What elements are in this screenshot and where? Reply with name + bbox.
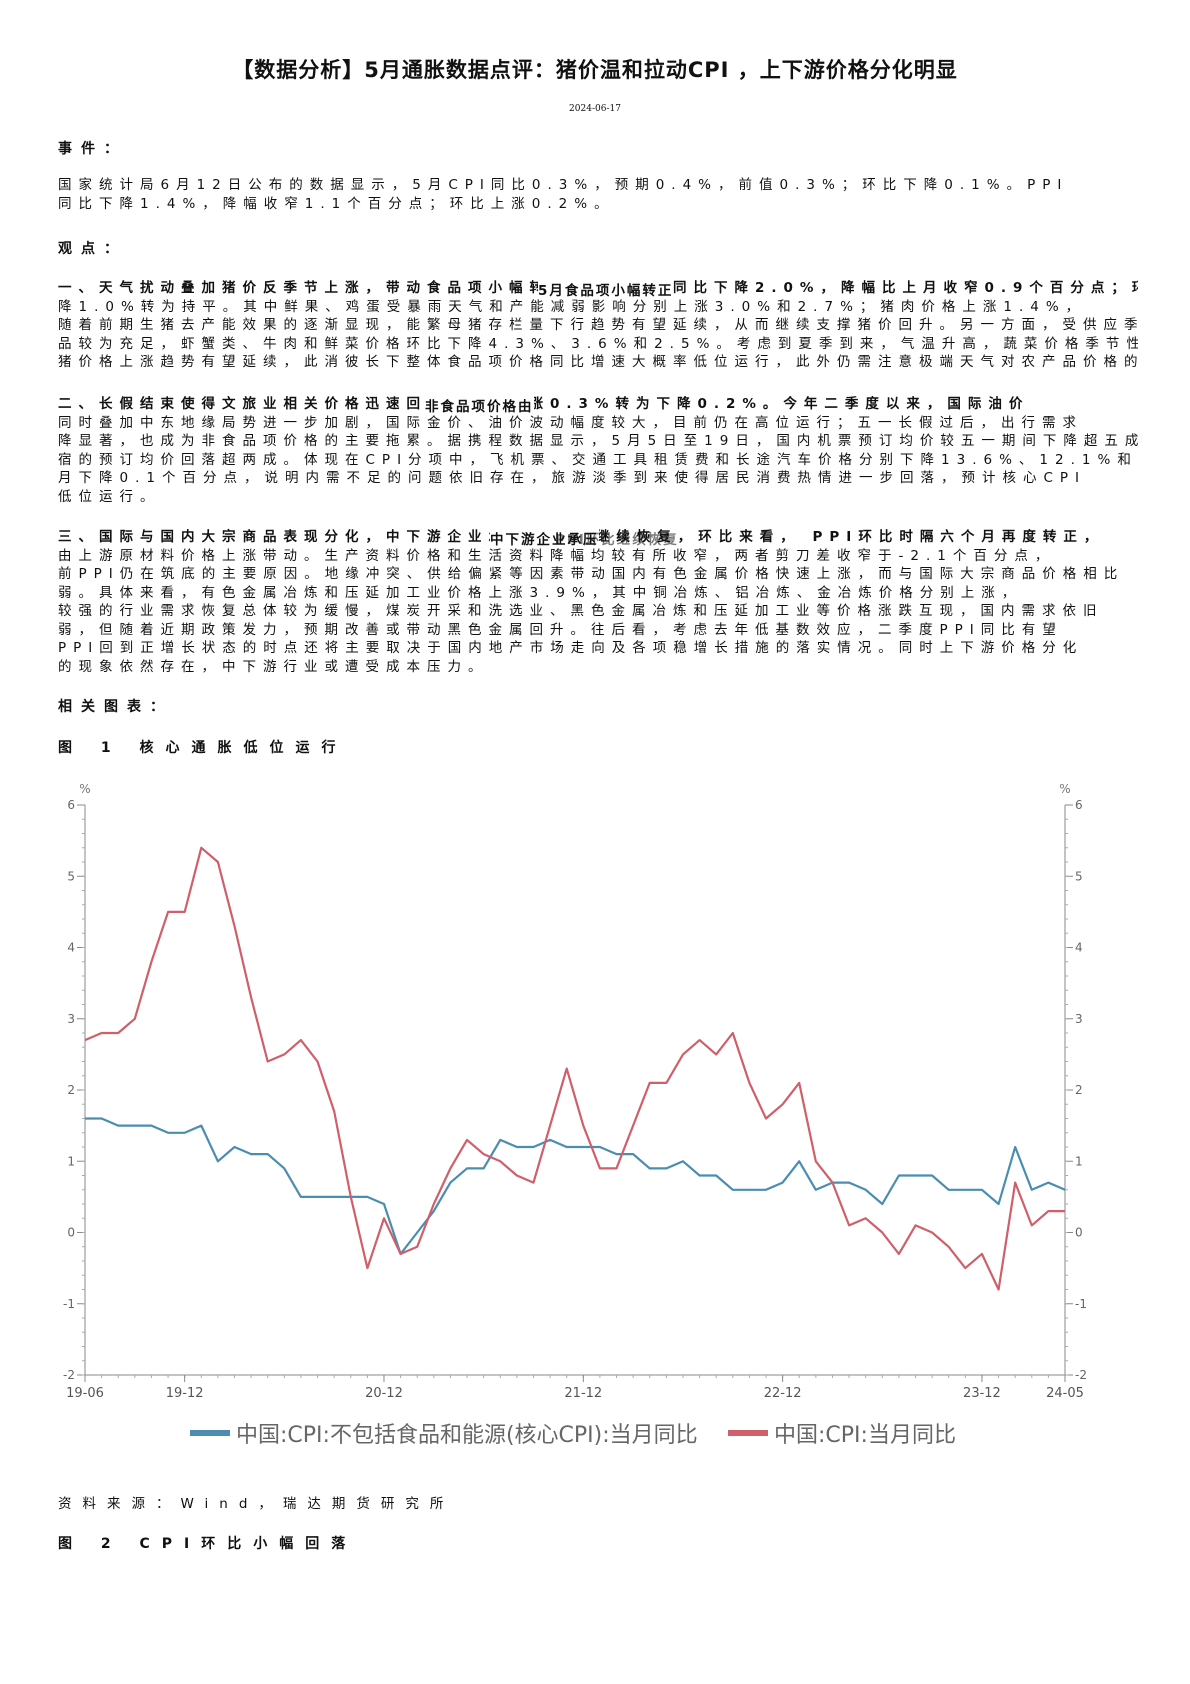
x-tick-label: 24-05 [1046, 1386, 1084, 1401]
section1-paragraph: 一、天气扰动叠加猪价反季节上涨，带动食品项小幅转正。食品价格同比下降2.0%，降… [58, 279, 1138, 372]
y-tick-label-right: 6 [1075, 798, 1083, 812]
y-tick-label-right: 3 [1075, 1012, 1083, 1026]
x-tick-label: 22-12 [764, 1386, 802, 1401]
section3-line: 较强的行业需求恢复总体较为缓慢，煤炭开采和洗选业、黑色金属冶炼和压延加工业等价格… [58, 603, 1104, 619]
section3-paragraph: 三、国际与国内大宗商品表现分化，中下游企业承压。PPI继续恢复，环比来看， PP… [58, 528, 1138, 676]
section2-overlay-text: 非食品项价格由 [425, 395, 534, 415]
section1-overlay-text: 5月食品项小幅转正 [538, 279, 674, 299]
y-tick-label-left: 1 [67, 1154, 75, 1168]
charts-label: 相关图表： [58, 699, 173, 715]
y-tick-label-left: 0 [67, 1226, 75, 1240]
section2-line: 月下降0.1个百分点，说明内需不足的问题依旧存在，旅游淡季到来使得居民消费热情进… [58, 470, 1087, 486]
event-label: 事件： [58, 141, 127, 157]
section1-line: 降1.0%转为持平。其中鲜果、鸡蛋受暴雨天气和产能减弱影响分别上涨3.0%和2.… [58, 298, 1087, 315]
section2-line-1: 二、长假结束使得文旅业相关价格迅速回落。上月上涨0.3%转为下降0.2%。今年二… [58, 396, 1030, 412]
y-unit-right: % [1059, 782, 1070, 796]
section2-paragraph: 二、长假结束使得文旅业相关价格迅速回落。上月上涨0.3%转为下降0.2%。今年二… [58, 395, 1138, 506]
section3-line: 的现象依然存在，中下游行业或遭受成本压力。 [58, 658, 489, 675]
section3-line: 由上游原材料价格上涨带动。生产资料价格和生活资料降幅均较有所收窄，两者剪刀差收窄… [58, 547, 1056, 564]
series-line-cpi [84, 846, 1065, 1291]
y-tick-label-left: 4 [67, 941, 75, 955]
y-tick-label-right: -2 [1075, 1368, 1087, 1382]
section2-line: 低位运行。 [58, 488, 161, 505]
y-tick-label-right: 5 [1075, 869, 1083, 883]
event-paragraph: 国家统计局6月12日公布的数据显示，5月CPI同比0.3%，预期0.4%，前值0… [58, 176, 1138, 213]
y-tick-label-left: 6 [67, 798, 75, 812]
event-line: 同比下降1.4%，降幅收窄1.1个百分点；环比上涨0.2%。 [58, 195, 615, 212]
section1-line: 品较为充足，虾蟹类、牛肉和鲜菜价格环比下降4.3%、3.6%和2.5%。考虑到夏… [58, 335, 1138, 352]
section3-line: PPI回到正增长状态的时点还将主要取决于国内地产市场走向及各项稳增长措施的落实情… [58, 640, 1084, 656]
data-source: 资料来源：Wind，瑞达期货研究所 [58, 1496, 455, 1512]
section1-line: 猪价格上涨趋势有望延续，此消彼长下整体食品项价格同比增速大概率低位运行，此外仍需… [58, 354, 1138, 370]
figure1-chart: % % -2 -2 -1 -1 0 0 1 1 2 2 3 3 4 4 5 5 6 6 19-06 19-12 20-12 2… [63, 782, 1087, 1448]
legend-label-cpi: 中国:CPI:当月同比 [774, 1423, 956, 1448]
y-tick-label-left: -2 [63, 1368, 75, 1382]
views-label: 观点： [58, 241, 127, 257]
x-tick-label: 21-12 [564, 1386, 602, 1401]
section3-line: 前PPI仍在筑底的主要原因。地缘冲突、供给偏紧等因素带动国内有色金属价格快速上涨… [58, 566, 1125, 582]
section3-line: 弱，但随着近期政策发力，预期改善或带动黑色金属回升。往后看，考虑去年低基数效应，… [58, 621, 1063, 638]
y-tick-label-right: 1 [1075, 1154, 1083, 1168]
section2-line: 降显著，也成为非食品项价格的主要拖累。据携程数据显示，5月5日至19日，国内机票… [58, 433, 1138, 449]
series-line-core-cpi [85, 1117, 1066, 1255]
legend-swatch-cpi [728, 1430, 768, 1436]
page-title: 【数据分析】5月通胀数据点评：猪价温和拉动CPI ，上下游价格分化明显 [232, 58, 958, 82]
figure2-label: 图 2 CPI环比小幅回落 [58, 1536, 358, 1552]
legend-label-core-cpi: 中国:CPI:不包括食品和能源(核心CPI):当月同比 [236, 1423, 698, 1448]
section3-overlay-text: 中下游企业承压 [490, 528, 599, 548]
section3-line: 弱。具体来看，有色金属冶炼和压延加工业价格上涨3.9%，其中铜冶炼、铝冶炼、金冶… [58, 584, 1023, 601]
y-tick-label-left: 2 [67, 1083, 75, 1097]
figure1-label: 图 1 核心通胀低位运行 [58, 740, 348, 756]
y-tick-label-left: 3 [67, 1012, 75, 1026]
section3-overlay-text-2: PPI环比继续恢复 [555, 532, 679, 548]
y-tick-label-right: 2 [1075, 1083, 1083, 1097]
x-tick-label: 19-12 [166, 1386, 204, 1401]
y-tick-label-right: 0 [1075, 1226, 1083, 1240]
x-tick-label: 23-12 [963, 1386, 1001, 1401]
publish-date: 2024-06-17 [569, 104, 621, 114]
y-tick-label-left: -1 [63, 1297, 75, 1311]
y-tick-label-right: -1 [1075, 1297, 1087, 1311]
section1-line: 随着前期生猪去产能效果的逐渐显现，能繁母猪存栏量下行趋势有望延续，从而继续支撑猪… [58, 317, 1138, 333]
y-tick-label-left: 5 [67, 869, 75, 883]
event-line: 国家统计局6月12日公布的数据显示，5月CPI同比0.3%，预期0.4%，前值0… [58, 177, 1069, 193]
y-unit-left: % [79, 782, 90, 796]
section2-line: 宿的预订均价回落超两成。体现在CPI分项中，飞机票、交通工具租赁费和长途汽车价格… [58, 451, 1138, 468]
y-tick-label-right: 4 [1075, 941, 1083, 955]
x-tick-label: 20-12 [365, 1386, 403, 1401]
x-tick-label: 19-06 [66, 1386, 104, 1401]
section2-line: 同时叠加中东地缘局势进一步加剧，国际金价、油价波动幅度较大，目前仍在高位运行；五… [58, 414, 1083, 431]
legend-swatch-core-cpi [190, 1430, 230, 1436]
